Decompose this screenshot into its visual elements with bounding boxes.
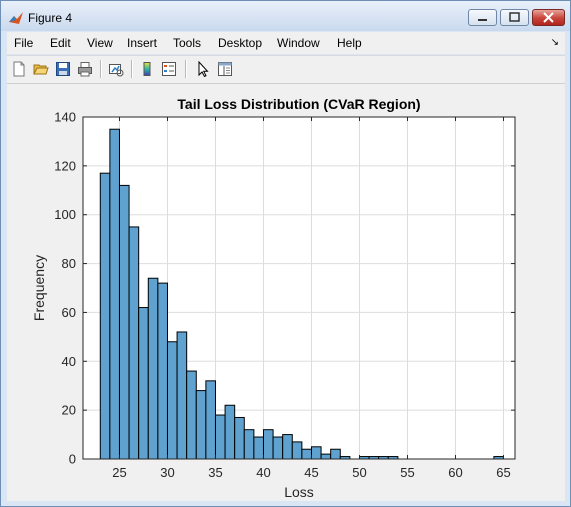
histogram-bar[interactable]: [176, 331, 188, 460]
histogram-bar[interactable]: [186, 370, 197, 460]
histogram-bar[interactable]: [214, 414, 226, 460]
histogram-bar[interactable]: [291, 441, 303, 460]
menu-file[interactable]: File: [14, 36, 34, 50]
histogram-bar[interactable]: [157, 282, 168, 460]
x-tick-label: 40: [256, 465, 270, 480]
print-icon[interactable]: [77, 61, 93, 77]
toolbar-separator: [100, 60, 102, 78]
y-tick-label: 20: [62, 403, 76, 418]
histogram-bar[interactable]: [243, 429, 255, 460]
edit-plot-icon[interactable]: [195, 61, 211, 77]
matlab-app-icon: [9, 12, 23, 24]
y-axis-label: Frequency: [31, 255, 47, 321]
axes-box: [82, 116, 516, 460]
histogram-bar[interactable]: [99, 172, 111, 460]
close-icon: [543, 12, 554, 23]
histogram-bar[interactable]: [272, 436, 284, 460]
maximize-icon: [509, 12, 520, 22]
histogram-bar[interactable]: [138, 307, 149, 460]
new-figure-icon[interactable]: [11, 61, 27, 77]
menu-tools[interactable]: Tools: [173, 36, 202, 50]
histogram-bar[interactable]: [262, 429, 274, 460]
x-tick-label: 55: [400, 465, 414, 480]
histogram-bar[interactable]: [128, 226, 140, 460]
menu-window[interactable]: Window: [277, 36, 320, 50]
title-bar[interactable]: Figure 4: [1, 1, 570, 31]
menu-edit[interactable]: Edit: [50, 36, 71, 50]
x-tick-label: 65: [496, 465, 510, 480]
menu-help[interactable]: Help: [337, 36, 362, 50]
histogram-bar[interactable]: [253, 436, 264, 460]
x-tick-label: 60: [448, 465, 462, 480]
histogram-bar[interactable]: [320, 453, 332, 460]
menu-view[interactable]: View: [87, 36, 113, 50]
y-tick-label: 40: [62, 354, 76, 369]
histogram-bar[interactable]: [224, 404, 236, 460]
menu-bar: File Edit View Insert Tools Desktop Wind…: [7, 32, 565, 54]
y-tick-label: 60: [62, 305, 76, 320]
x-tick-label: 35: [208, 465, 222, 480]
menu-insert[interactable]: Insert: [127, 36, 158, 50]
x-axis-label: Loss: [284, 484, 314, 500]
toolbar-separator: [131, 60, 133, 78]
link-plot-icon[interactable]: [108, 61, 124, 77]
x-tick-label: 30: [160, 465, 174, 480]
y-tick-label: 0: [69, 452, 76, 467]
figure-canvas: 25 30 35 40 45 50 55 60 65 0 20 40 60 80 100 120 140 Tai…: [7, 84, 565, 501]
y-tick-label: 140: [54, 110, 76, 125]
minimize-icon: [478, 19, 487, 21]
histogram-chart: 25 30 35 40 45 50 55 60 65 0 20 40 60 80 100 120 140 Tai…: [31, 96, 516, 500]
x-tick-label: 25: [112, 465, 126, 480]
histogram-bar[interactable]: [282, 434, 293, 460]
toolbar-separator: [185, 60, 187, 78]
x-tick-label: 50: [352, 465, 366, 480]
close-button[interactable]: [532, 9, 565, 26]
y-tick-label: 80: [62, 256, 76, 271]
insert-colorbar-icon[interactable]: [139, 61, 155, 77]
chart-title: Tail Loss Distribution (CVaR Region): [177, 96, 420, 112]
insert-legend-icon[interactable]: [161, 61, 177, 77]
histogram-bar[interactable]: [301, 448, 312, 460]
histogram-bar[interactable]: [195, 390, 207, 460]
minimize-button[interactable]: [468, 9, 497, 26]
histogram-bar[interactable]: [147, 277, 159, 460]
dock-arrow-icon[interactable]: ↘: [550, 37, 559, 48]
x-tick-label: 45: [304, 465, 318, 480]
figure-toolbar: [7, 55, 565, 84]
histogram-bar[interactable]: [109, 128, 120, 460]
window-title: Figure 4: [28, 11, 73, 25]
property-editor-icon[interactable]: [217, 61, 233, 77]
histogram-bar[interactable]: [234, 416, 245, 460]
y-tick-label: 100: [54, 207, 76, 222]
histogram-bar[interactable]: [166, 341, 178, 460]
histogram-bar[interactable]: [310, 446, 322, 460]
save-icon[interactable]: [55, 61, 71, 77]
menu-desktop[interactable]: Desktop: [218, 36, 263, 50]
histogram-bar[interactable]: [205, 380, 216, 460]
histogram-bar[interactable]: [330, 448, 341, 460]
maximize-button[interactable]: [500, 9, 529, 26]
histogram-bar[interactable]: [118, 184, 130, 460]
axis-ticks: 25 30 35 40 45 50 55 60 65 0 20 40 60 80 100 120 140: [54, 110, 515, 480]
y-tick-label: 120: [54, 158, 76, 173]
open-file-icon[interactable]: [33, 61, 49, 77]
